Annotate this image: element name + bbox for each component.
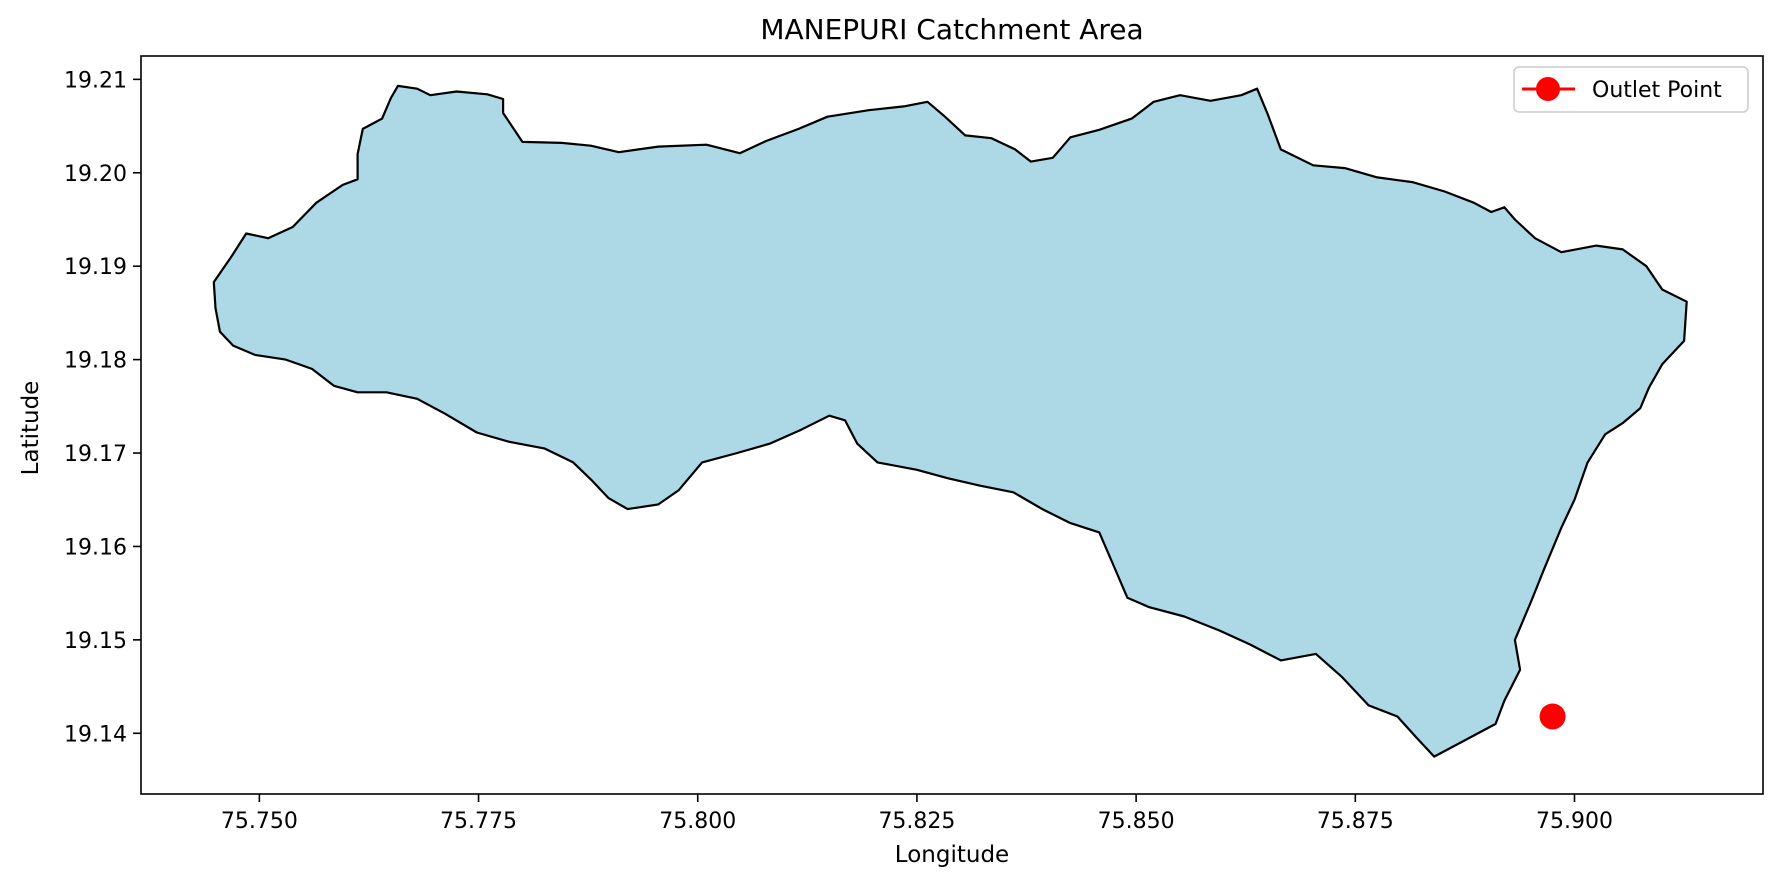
legend: Outlet Point bbox=[1513, 66, 1749, 113]
y-tick-label: 19.20 bbox=[64, 162, 127, 187]
x-tick-label: 75.775 bbox=[440, 809, 517, 834]
y-tick-label: 19.15 bbox=[64, 629, 127, 654]
catchment-polygon bbox=[212, 84, 1688, 758]
y-axis-label: Latitude bbox=[18, 381, 44, 476]
x-tick-label: 75.800 bbox=[659, 809, 736, 834]
y-tick-label: 19.18 bbox=[64, 349, 127, 374]
outlet-point-marker-group bbox=[1539, 703, 1566, 730]
x-tick-label: 75.900 bbox=[1536, 809, 1613, 834]
x-axis-label: Longitude bbox=[895, 842, 1009, 868]
x-tick-label: 75.875 bbox=[1317, 809, 1394, 834]
plot-area bbox=[140, 55, 1764, 795]
y-tick-label: 19.16 bbox=[64, 535, 127, 560]
x-axis-ticks: 75.750 75.775 75.800 75.825 75.850 75.875 75.9… bbox=[221, 794, 1613, 834]
legend-marker-swatch bbox=[1536, 77, 1560, 101]
y-tick-label: 19.17 bbox=[64, 442, 127, 467]
y-tick-label: 19.21 bbox=[64, 68, 127, 93]
y-tick-label: 19.19 bbox=[64, 255, 127, 280]
outlet-point-marker bbox=[1539, 703, 1566, 730]
y-tick-label: 19.14 bbox=[64, 722, 127, 747]
legend-label-outlet-point: Outlet Point bbox=[1592, 78, 1722, 103]
legend-box bbox=[1513, 66, 1749, 113]
x-tick-label: 75.750 bbox=[221, 809, 298, 834]
axes-frame bbox=[140, 55, 1764, 795]
map-title: MANEPURI Catchment Area bbox=[760, 13, 1143, 46]
x-tick-label: 75.825 bbox=[878, 809, 955, 834]
y-axis-ticks: 19.14 19.15 19.16 19.17 19.18 19.19 19.20 19.21 bbox=[64, 68, 141, 747]
x-tick-label: 75.850 bbox=[1098, 809, 1175, 834]
